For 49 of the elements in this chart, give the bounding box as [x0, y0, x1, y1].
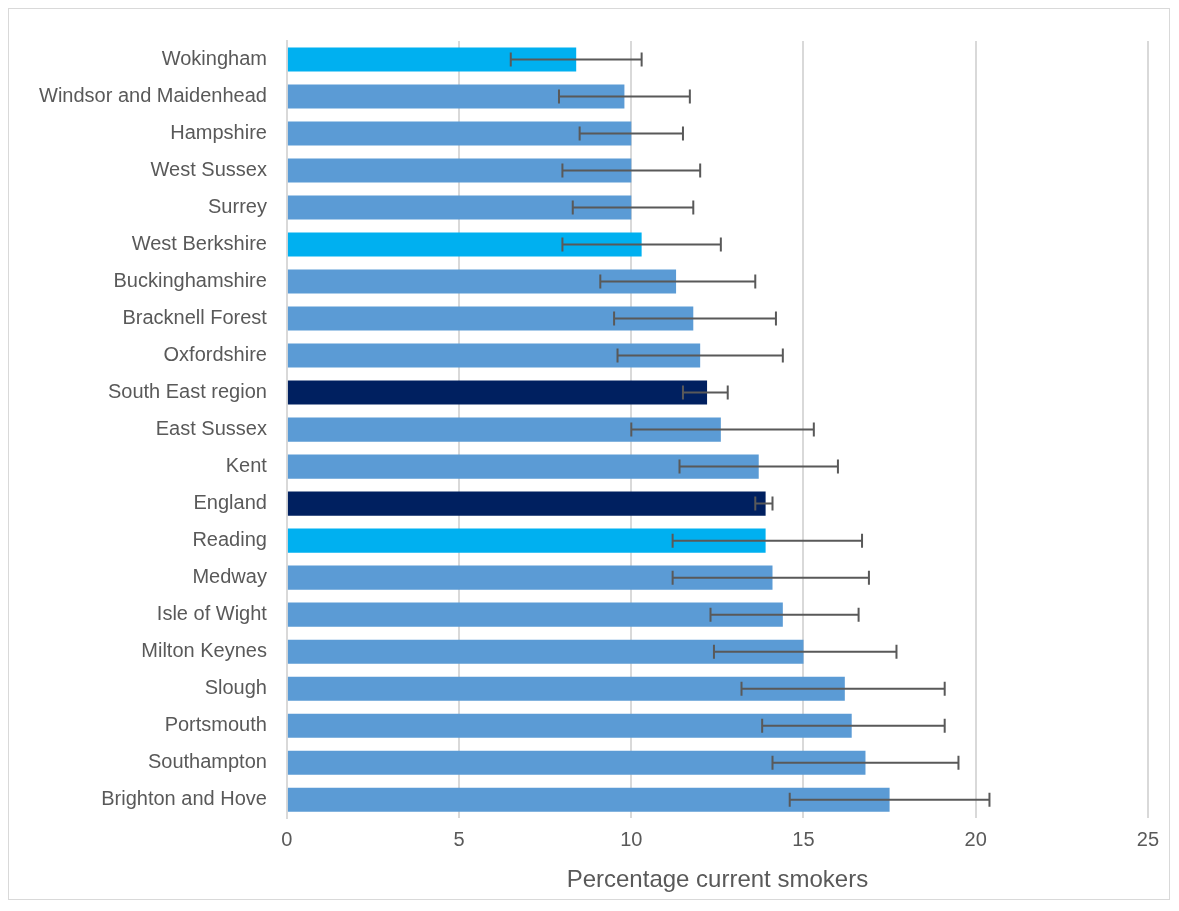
bar — [287, 306, 694, 331]
y-tick-label: West Berkshire — [131, 232, 267, 255]
y-tick-label: West Sussex — [150, 158, 267, 181]
x-tick-label: 20 — [964, 827, 987, 850]
bar — [287, 528, 766, 553]
bar — [287, 491, 766, 516]
x-axis-title: Percentage current smokers — [566, 865, 869, 893]
bar — [287, 713, 852, 738]
y-tick-label: Buckinghamshire — [113, 269, 267, 292]
y-tick-label: Surrey — [208, 195, 267, 218]
y-tick-label: Isle of Wight — [156, 602, 268, 625]
y-tick-label: South East region — [107, 380, 267, 403]
x-tick-label: 10 — [620, 827, 643, 850]
bar — [287, 343, 701, 368]
bar — [287, 121, 632, 146]
bar — [287, 676, 845, 701]
bar — [287, 269, 677, 294]
y-tick-label: Wokingham — [161, 47, 267, 70]
y-tick-label: Portsmouth — [164, 713, 267, 736]
y-tick-label: Brighton and Hove — [101, 787, 267, 810]
y-tick-label: Southampton — [147, 750, 267, 773]
bar — [287, 454, 759, 479]
y-tick-label: Reading — [192, 528, 267, 551]
bar — [287, 195, 632, 220]
y-tick-label: Medway — [192, 565, 267, 588]
y-tick-label: Slough — [204, 676, 267, 699]
bar — [287, 84, 625, 109]
y-tick-label: England — [193, 491, 267, 514]
bar — [287, 639, 804, 664]
bar — [287, 47, 577, 72]
bar — [287, 602, 783, 627]
bar — [287, 380, 708, 405]
bar — [287, 787, 890, 812]
y-tick-label: Bracknell Forest — [122, 306, 268, 329]
y-tick-label: East Sussex — [155, 417, 267, 440]
x-tick-label: 25 — [1136, 827, 1159, 850]
y-tick-label: Hampshire — [170, 121, 267, 144]
y-tick-label: Milton Keynes — [141, 639, 267, 662]
bar — [287, 750, 866, 775]
bar — [287, 417, 721, 442]
y-tick-label: Oxfordshire — [163, 343, 267, 366]
bar — [287, 565, 773, 590]
bar — [287, 232, 642, 257]
x-tick-label: 5 — [453, 827, 465, 850]
x-tick-label: 0 — [281, 827, 293, 850]
bar — [287, 158, 632, 183]
y-tick-label: Kent — [225, 454, 268, 477]
x-tick-label: 15 — [792, 827, 815, 850]
y-tick-label: Windsor and Maidenhead — [39, 84, 267, 107]
